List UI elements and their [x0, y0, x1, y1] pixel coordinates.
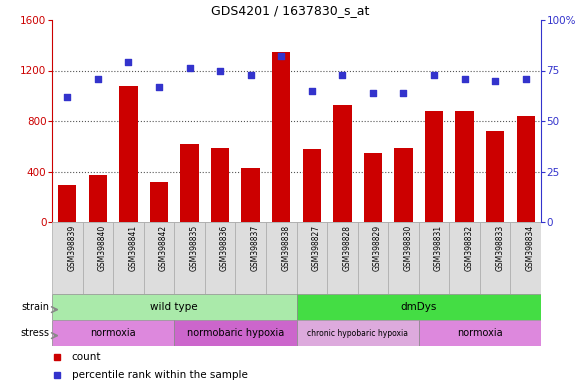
Point — [155, 84, 164, 90]
Bar — [480, 222, 511, 294]
Text: percentile rank within the sample: percentile rank within the sample — [71, 369, 248, 379]
Point — [246, 71, 255, 78]
Text: GSM398835: GSM398835 — [189, 225, 199, 271]
Bar — [303, 149, 321, 222]
Text: GSM398832: GSM398832 — [465, 225, 474, 271]
Bar — [58, 185, 77, 222]
Point — [399, 89, 408, 96]
Bar — [266, 222, 296, 294]
Point — [368, 89, 378, 96]
Text: GSM398828: GSM398828 — [342, 225, 352, 271]
Bar — [456, 111, 474, 222]
Text: GSM398829: GSM398829 — [373, 225, 382, 271]
Text: GSM398838: GSM398838 — [281, 225, 290, 271]
Text: stress: stress — [20, 328, 49, 338]
Point — [307, 88, 317, 94]
Text: strain: strain — [21, 302, 49, 312]
Bar — [52, 320, 174, 346]
Text: count: count — [71, 352, 101, 362]
Point — [429, 71, 439, 78]
Bar — [52, 222, 83, 294]
Text: normobaric hypoxia: normobaric hypoxia — [187, 328, 284, 338]
Bar — [83, 222, 113, 294]
Point — [490, 78, 500, 84]
Point — [124, 60, 133, 66]
Bar — [119, 86, 138, 222]
Bar — [205, 222, 235, 294]
Text: GSM398837: GSM398837 — [250, 225, 260, 271]
Bar — [517, 116, 535, 222]
Bar — [52, 294, 296, 320]
Bar — [425, 111, 443, 222]
Text: GSM398836: GSM398836 — [220, 225, 229, 271]
Point — [93, 76, 102, 82]
Point — [277, 53, 286, 60]
Point — [216, 68, 225, 74]
Bar — [296, 222, 327, 294]
Bar — [89, 175, 107, 222]
Text: normoxia: normoxia — [457, 328, 503, 338]
Bar — [150, 182, 168, 222]
Bar — [144, 222, 174, 294]
Point — [460, 76, 469, 82]
Bar — [296, 320, 419, 346]
Bar — [388, 222, 419, 294]
Bar — [174, 222, 205, 294]
Text: GSM398841: GSM398841 — [128, 225, 137, 271]
Text: chronic hypobaric hypoxia: chronic hypobaric hypoxia — [307, 328, 408, 338]
Text: GSM398839: GSM398839 — [67, 225, 76, 271]
Bar — [486, 131, 504, 222]
Text: normoxia: normoxia — [90, 328, 136, 338]
Bar — [235, 222, 266, 294]
Point — [338, 71, 347, 78]
Text: GSM398840: GSM398840 — [98, 225, 107, 271]
Bar — [174, 320, 296, 346]
Text: GSM398842: GSM398842 — [159, 225, 168, 271]
Text: GSM398833: GSM398833 — [495, 225, 504, 271]
Bar — [419, 320, 541, 346]
Bar — [327, 222, 358, 294]
Point — [521, 76, 530, 82]
Bar — [511, 222, 541, 294]
Bar — [419, 222, 449, 294]
Text: GSM398831: GSM398831 — [434, 225, 443, 271]
Bar — [211, 147, 229, 222]
Text: GSM398830: GSM398830 — [403, 225, 413, 271]
Bar — [449, 222, 480, 294]
Bar — [272, 51, 290, 222]
Text: GSM398834: GSM398834 — [526, 225, 535, 271]
Bar — [333, 104, 352, 222]
Bar — [113, 222, 144, 294]
Bar — [296, 294, 541, 320]
Point — [185, 65, 194, 71]
Text: GDS4201 / 1637830_s_at: GDS4201 / 1637830_s_at — [211, 4, 370, 17]
Bar — [358, 222, 388, 294]
Bar — [242, 168, 260, 222]
Text: wild type: wild type — [150, 302, 198, 312]
Point — [63, 94, 72, 100]
Bar — [180, 144, 199, 222]
Bar — [394, 147, 413, 222]
Bar — [364, 152, 382, 222]
Text: dmDys: dmDys — [400, 302, 437, 312]
Text: GSM398827: GSM398827 — [312, 225, 321, 271]
